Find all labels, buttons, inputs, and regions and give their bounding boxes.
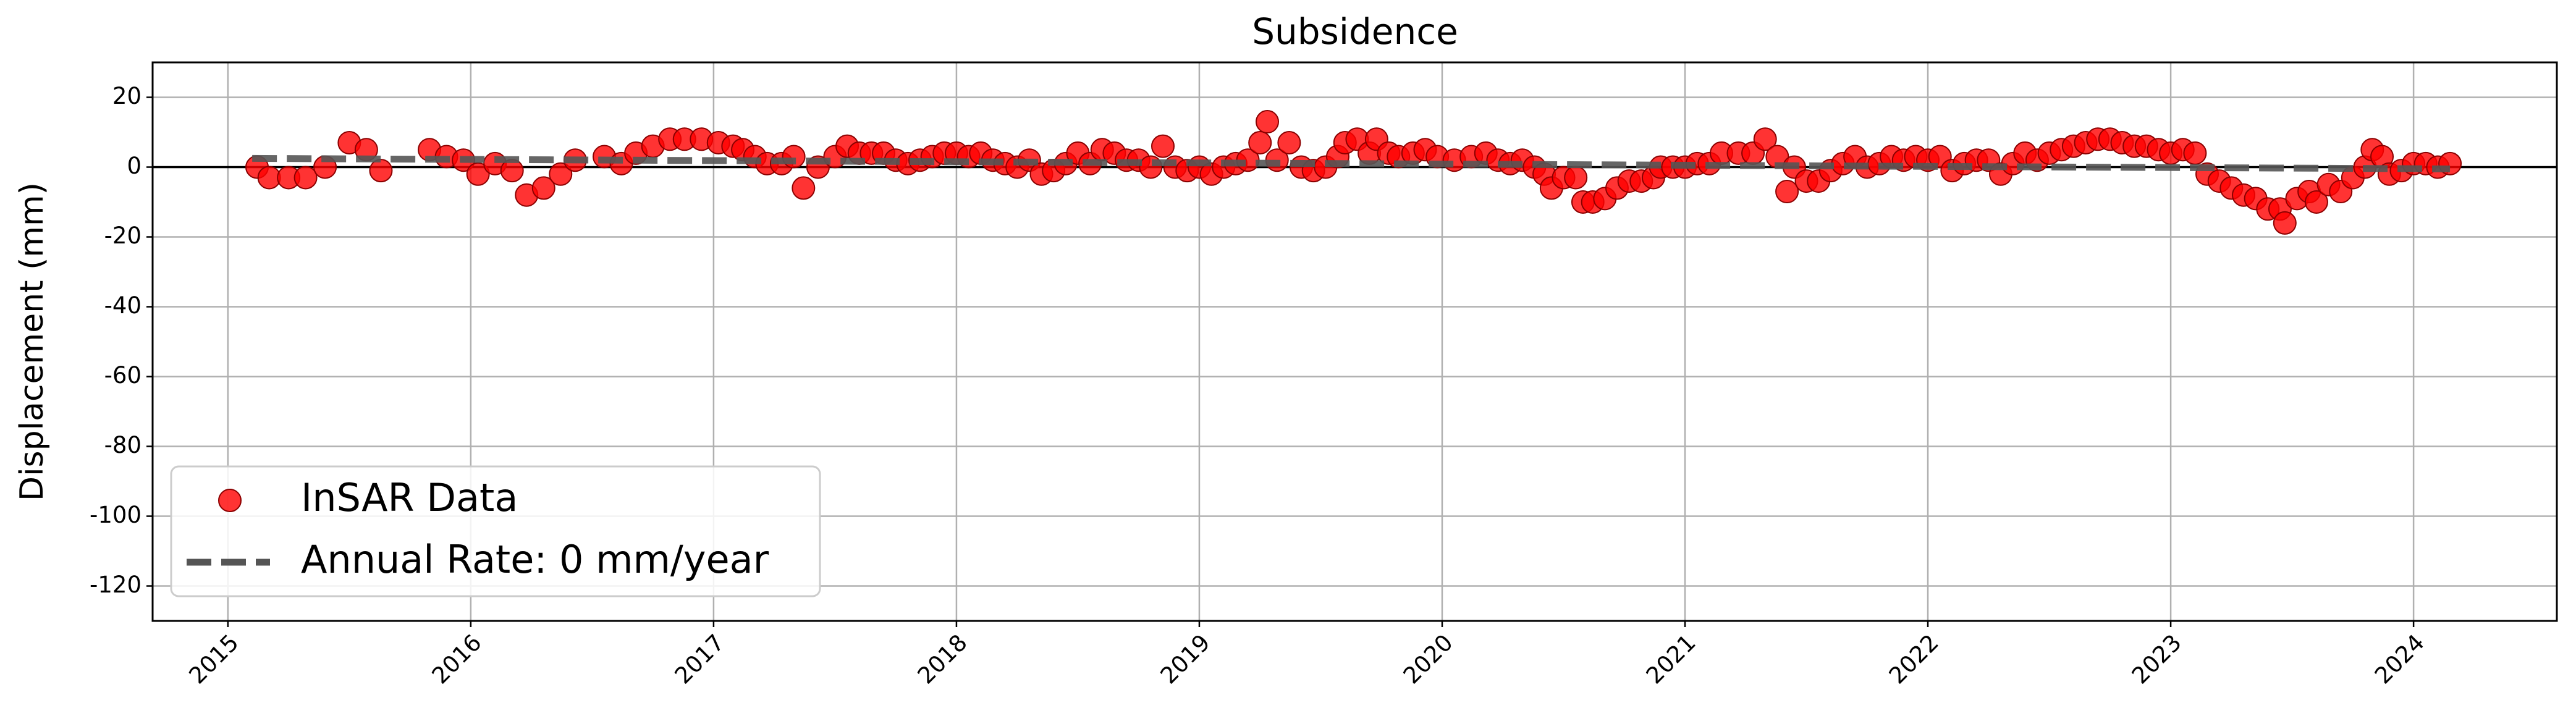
y-tick-label: -80 <box>104 432 141 458</box>
data-point <box>2273 211 2297 235</box>
x-tick-label: 2018 <box>913 629 973 689</box>
legend-label: Annual Rate: 0 mm/year <box>301 537 769 582</box>
x-tick-label: 2016 <box>427 629 487 689</box>
legend-box <box>170 465 821 597</box>
plot-frame <box>151 61 2558 622</box>
data-point <box>1248 130 1272 154</box>
x-tick-label: 2024 <box>2370 629 2430 689</box>
data-point <box>2304 190 2328 214</box>
x-tick-label: 2017 <box>670 629 730 689</box>
y-tick-label: -40 <box>104 292 141 319</box>
y-tick-label: -100 <box>90 502 141 528</box>
data-point <box>1151 134 1175 158</box>
x-tick-label: 2023 <box>2127 629 2187 689</box>
data-point <box>1775 180 1799 204</box>
trend-line <box>252 154 2451 172</box>
chart-title: Subsidence <box>1252 11 1458 53</box>
data-point <box>1753 127 1777 151</box>
data-point <box>1277 130 1301 154</box>
y-axis-label: Displacement (mm) <box>14 182 51 501</box>
data-point <box>1256 110 1280 134</box>
legend: InSAR Data Annual Rate: 0 mm/year <box>170 465 821 597</box>
legend-label: InSAR Data <box>301 475 518 520</box>
y-tick-label: -60 <box>104 362 141 389</box>
y-tick-label: 20 <box>112 83 141 109</box>
data-point <box>792 176 816 200</box>
legend-marker <box>218 489 242 512</box>
data-point <box>1564 166 1588 190</box>
data-point <box>466 162 490 186</box>
y-tick-label: -120 <box>90 571 141 598</box>
data-point <box>549 162 573 186</box>
data-point <box>782 145 806 169</box>
data-point <box>293 166 318 190</box>
data-point <box>2183 141 2207 165</box>
x-tick-label: 2021 <box>1641 629 1701 689</box>
data-point <box>369 159 393 183</box>
y-tick-label: 0 <box>127 153 141 179</box>
x-tick-label: 2022 <box>1884 629 1944 689</box>
x-tick-label: 2019 <box>1155 629 1215 689</box>
y-tick-label: -20 <box>104 222 141 249</box>
x-tick-label: 2015 <box>184 629 244 689</box>
data-point <box>531 176 555 200</box>
x-tick-label: 2020 <box>1398 629 1458 689</box>
